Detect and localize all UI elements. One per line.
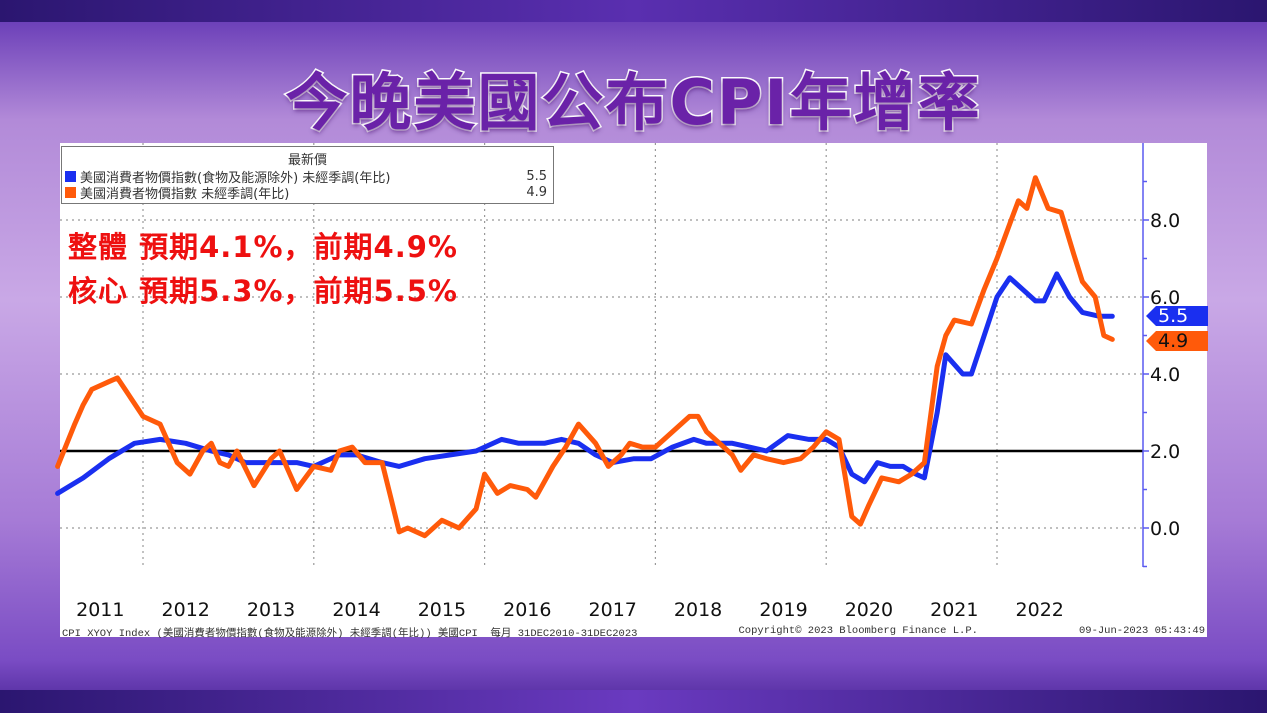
x-tick-label: 2017: [589, 599, 637, 621]
x-tick-label: 2018: [674, 599, 722, 621]
x-tick-label: 2011: [76, 599, 124, 621]
footer-source: CPI XYOY Index (美國消費者物價指數(食物及能源除外) 未經季調(…: [62, 628, 638, 640]
right-axis: 0.0 2.0 4.0 6.0 8.0: [1142, 143, 1180, 568]
last-value-badge-headline: 4.9: [1146, 331, 1208, 351]
x-tick-label: 2022: [1016, 599, 1064, 621]
legend-swatch-orange: [65, 186, 76, 198]
y-tick-label: 4.0: [1150, 364, 1180, 386]
y-tick-label: 0.0: [1150, 518, 1180, 540]
x-tick-label: 2014: [332, 599, 380, 621]
footer-copyright: Copyright© 2023 Bloomberg Finance L.P.: [738, 625, 978, 637]
annotation-headline: 整體 預期4.1%，前期4.9%: [68, 230, 458, 264]
y-tick-label: 8.0: [1150, 210, 1180, 232]
page-title: 今晚美國公布CPI年增率: [284, 65, 982, 141]
legend-label: 美國消費者物價指數 未經季調(年比): [80, 186, 290, 202]
legend-value: 4.9: [526, 184, 547, 200]
x-tick-label: 2016: [503, 599, 551, 621]
legend-item-headline: 美國消費者物價指數 未經季調(年比) 4.9: [62, 184, 553, 202]
x-tick-label: 2015: [418, 599, 466, 621]
x-tick-label: 2019: [759, 599, 807, 621]
x-tick-label: 2021: [930, 599, 978, 621]
y-tick-label: 2.0: [1150, 441, 1180, 463]
x-tick-label: 2012: [162, 599, 210, 621]
legend-value: 5.5: [526, 168, 547, 184]
legend-header: 最新價: [287, 153, 327, 168]
x-axis-labels: 2011 2012 2013 2014 2015 2016 2017 2018 2019 2020…: [76, 599, 1064, 621]
series-line-core-cpi: [55, 271, 1115, 496]
x-tick-label: 2020: [845, 599, 893, 621]
chart-footer: CPI XYOY Index (美國消費者物價指數(食物及能源除外) 未經季調(…: [62, 625, 1205, 640]
x-tick-label: 2013: [247, 599, 295, 621]
last-value-badge-core: 5.5: [1146, 306, 1208, 326]
y-tick-label: 6.0: [1150, 287, 1180, 309]
bottom-banner: [0, 690, 1267, 713]
legend-swatch-blue: [65, 170, 76, 182]
chart-panel: [60, 143, 1207, 637]
top-banner: [0, 0, 1267, 22]
legend-item-core: 美國消費者物價指數(食物及能源除外) 未經季調(年比) 5.5: [62, 168, 553, 186]
series-line-headline-cpi: [55, 175, 1115, 539]
series-lines: [55, 175, 1115, 539]
legend: 最新價 美國消費者物價指數(食物及能源除外) 未經季調(年比) 5.5 美國消費…: [61, 146, 554, 204]
footer-timestamp: 09-Jun-2023 05:43:49: [1078, 625, 1205, 637]
annotation-core: 核心 預期5.3%，前期5.5%: [68, 274, 458, 308]
legend-label: 美國消費者物價指數(食物及能源除外) 未經季調(年比): [80, 170, 391, 186]
